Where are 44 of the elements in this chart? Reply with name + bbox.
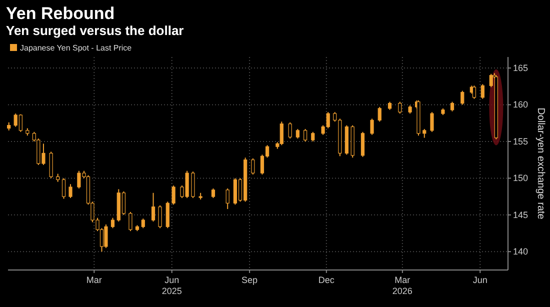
y-axis-title: Dollar-yen exchange rate [535, 108, 546, 220]
candlestick [49, 151, 53, 179]
candlestick [378, 106, 382, 122]
candlestick [128, 211, 132, 232]
x-tick-label: Dec [318, 275, 335, 285]
candlestick [151, 192, 156, 222]
candlestick [110, 217, 115, 229]
chart-title: Yen Rebound [6, 4, 115, 23]
candlestick [251, 158, 255, 176]
x-tick-label: Sep [242, 275, 258, 285]
candlestick [288, 122, 292, 140]
candlestick [211, 188, 216, 199]
candlestick [68, 184, 72, 199]
candlestick [280, 121, 284, 146]
candlestick [172, 185, 176, 206]
candlestick [430, 112, 434, 132]
x-tick-label: Jun 2025 [162, 275, 182, 296]
chart-subtitle: Yen surged versus the dollar [6, 23, 184, 38]
y-tick-label: 165 [513, 63, 528, 74]
candlestick [303, 128, 308, 142]
candlestick [191, 171, 195, 199]
candlestick [460, 90, 464, 106]
candlestick [370, 118, 374, 136]
x-tick-label: Jun [472, 275, 488, 285]
x-tick-label: Mar [86, 275, 102, 285]
candlestick [62, 178, 66, 200]
y-tick-label: 160 [513, 100, 528, 110]
candlestick [141, 218, 145, 229]
x-tick-label: Mar 2026 [392, 275, 412, 296]
candlestick [398, 101, 402, 114]
candlestick [226, 188, 230, 210]
candlestick [360, 131, 365, 158]
legend-label: Japanese Yen Spot - Last Price [20, 44, 132, 52]
candlestick [480, 84, 484, 100]
candlestick [450, 101, 454, 112]
y-tick-label: 140 [513, 246, 528, 257]
candlestick [296, 128, 300, 140]
candlestick [311, 131, 315, 142]
candlestick [104, 224, 108, 248]
y-tick-label: 155 [513, 136, 528, 146]
y-tick-label: 150 [513, 173, 528, 184]
y-tick-label: 145 [513, 210, 528, 220]
candlestick [166, 201, 170, 229]
candlestick [158, 204, 162, 229]
